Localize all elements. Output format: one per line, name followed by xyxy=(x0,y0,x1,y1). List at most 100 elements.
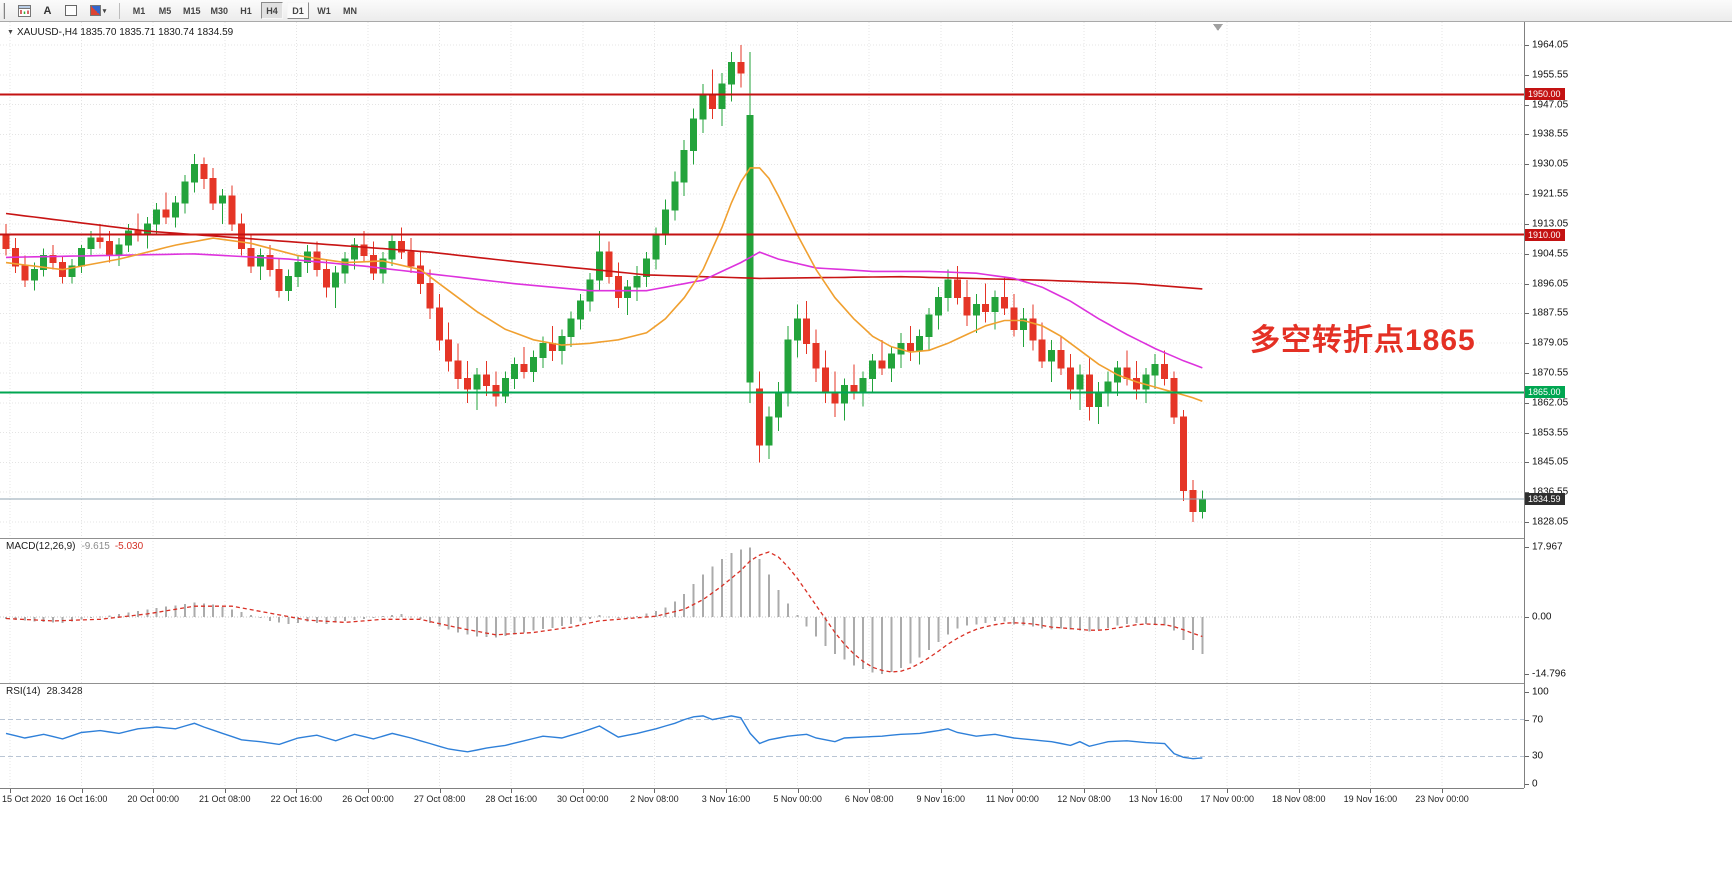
time-axis-label: 18 Nov 08:00 xyxy=(1272,794,1326,804)
time-axis-label: 15 Oct 2020 xyxy=(2,794,52,804)
axis-tick xyxy=(1525,104,1529,106)
time-tick xyxy=(296,789,298,793)
time-axis-label: 3 Nov 16:00 xyxy=(701,794,751,804)
axis-tick xyxy=(1525,547,1529,549)
price-axis-label: 1862.05 xyxy=(1532,397,1569,409)
price-axis-label: 1947.05 xyxy=(1532,99,1569,111)
price-chart[interactable] xyxy=(0,22,1524,538)
time-tick xyxy=(1370,789,1372,793)
axis-tick xyxy=(1525,692,1529,693)
rsi-value: 28.3428 xyxy=(46,686,83,697)
time-axis-label: 19 Nov 16:00 xyxy=(1343,794,1398,804)
macd-panel[interactable] xyxy=(0,538,1524,683)
rsi-axis-label: 70 xyxy=(1532,714,1544,726)
time-axis-label: 6 Nov 08:00 xyxy=(844,794,894,804)
rsi-axis-label: 0 xyxy=(1532,778,1538,790)
time-axis-label: 9 Nov 16:00 xyxy=(916,794,966,804)
axis-tick xyxy=(1525,134,1529,136)
time-axis[interactable]: 15 Oct 2020 16 Oct 16:00 20 Oct 00:00 21 Oc… xyxy=(0,788,1524,810)
macd-main-value: -9.615 xyxy=(81,541,110,552)
time-tick xyxy=(582,789,584,793)
text-tool-label: A xyxy=(43,4,52,17)
timeframe-button-m5[interactable]: M5 xyxy=(154,2,176,19)
price-axis-label: 1921.55 xyxy=(1532,188,1569,200)
frame-tool-button[interactable] xyxy=(60,2,81,20)
text-tool-button[interactable]: A xyxy=(37,2,58,20)
time-tick xyxy=(1442,789,1443,793)
time-tick xyxy=(439,789,441,793)
time-axis-label: 21 Oct 08:00 xyxy=(199,794,251,804)
chart-annotation: 多空转折点1865 xyxy=(1250,324,1476,357)
toolbar-separator xyxy=(119,2,120,19)
timeframe-button-w1[interactable]: W1 xyxy=(313,2,335,19)
axis-tick xyxy=(1525,223,1529,225)
axis-tick xyxy=(1525,253,1529,255)
frame-tool-icon xyxy=(64,5,77,16)
axis-tick xyxy=(1525,719,1529,721)
timeframe-button-m1[interactable]: M1 xyxy=(128,2,150,19)
color-swatch-icon xyxy=(89,5,101,16)
time-tick xyxy=(797,789,799,793)
rsi-axis-label: 100 xyxy=(1532,686,1549,698)
axis-tick xyxy=(1525,372,1529,374)
time-axis-label: 20 Oct 00:00 xyxy=(127,794,179,804)
time-tick xyxy=(1227,789,1229,793)
axis-tick xyxy=(1525,313,1529,315)
toolbar-grip[interactable] xyxy=(3,2,10,19)
timeframe-button-d1[interactable]: D1 xyxy=(287,2,310,19)
macd-axis-label: 0.00 xyxy=(1532,611,1552,623)
price-axis-label: 1938.55 xyxy=(1532,128,1569,140)
panel-separator-rsi[interactable] xyxy=(0,683,1732,684)
macd-name: MACD(12,26,9) xyxy=(6,541,76,552)
macd-signal-value: -5.030 xyxy=(114,541,144,552)
rsi-indicator-label: RSI(14) 28.3428 xyxy=(6,686,83,697)
axis-tick xyxy=(1525,674,1529,676)
rsi-panel[interactable] xyxy=(0,683,1524,788)
colors-dropdown-button[interactable]: ▾ xyxy=(83,2,113,20)
timeframe-button-h4[interactable]: H4 xyxy=(261,2,284,19)
time-axis-label: 28 Oct 16:00 xyxy=(485,794,537,804)
timeframe-button-m15[interactable]: M15 xyxy=(180,2,204,19)
price-axis[interactable]: 1964.05 1955.55 1947.05 1938.55 1930.05 1921.… xyxy=(1524,22,1732,790)
chart-window-button[interactable] xyxy=(14,2,35,20)
axis-tick xyxy=(1525,74,1529,76)
price-line-badge: 1950.00 xyxy=(1525,88,1565,101)
timeframe-button-mn[interactable]: MN xyxy=(339,2,361,19)
price-axis-label: 1913.05 xyxy=(1532,218,1569,230)
chart-symbol-ohlc: ▼ XAUUSD-,H4 1835.70 1835.71 1830.74 1834… xyxy=(7,27,233,38)
bid-price-badge: 1834.59 xyxy=(1525,493,1565,506)
price-axis-label: 1870.55 xyxy=(1532,367,1569,379)
price-axis-label: 1853.55 xyxy=(1532,427,1569,439)
time-axis-label: 17 Nov 00:00 xyxy=(1200,794,1254,804)
time-tick xyxy=(511,789,513,793)
axis-tick xyxy=(1525,194,1529,196)
time-axis-label: 12 Nov 08:00 xyxy=(1057,794,1111,804)
axis-tick xyxy=(1525,492,1529,494)
timeframe-group: M1 M5 M15 M30 H1 H4 D1 W1 MN xyxy=(126,2,363,19)
price-axis-label: 1887.55 xyxy=(1532,307,1569,319)
axis-tick xyxy=(1525,522,1529,523)
macd-axis-label: 17.967 xyxy=(1532,541,1563,553)
time-tick xyxy=(153,789,155,793)
price-axis-label: 1879.05 xyxy=(1532,337,1569,349)
time-axis-label: 26 Oct 00:00 xyxy=(342,794,394,804)
time-tick xyxy=(1155,789,1157,793)
axis-tick xyxy=(1525,343,1529,345)
axis-tick xyxy=(1525,283,1529,285)
time-axis-label: 2 Nov 08:00 xyxy=(630,794,679,804)
timeframe-button-h1[interactable]: H1 xyxy=(235,2,257,19)
price-axis-label: 1904.55 xyxy=(1532,248,1569,260)
axis-tick xyxy=(1525,432,1529,434)
axis-tick xyxy=(1525,462,1529,464)
time-tick xyxy=(1084,789,1085,793)
time-tick xyxy=(10,789,11,793)
price-axis-label: 1930.05 xyxy=(1532,158,1569,170)
symbol-ohlc-text: XAUUSD-,H4 1835.70 1835.71 1830.74 1834.… xyxy=(16,27,234,38)
time-axis-label: 16 Oct 16:00 xyxy=(55,794,108,804)
price-line-badge: 1865.00 xyxy=(1525,386,1565,399)
time-tick xyxy=(224,789,226,793)
panel-separator-macd[interactable] xyxy=(0,538,1732,539)
timeframe-button-m30[interactable]: M30 xyxy=(208,2,232,19)
price-axis-label: 1955.55 xyxy=(1532,69,1569,81)
time-axis-label: 27 Oct 08:00 xyxy=(413,794,466,804)
